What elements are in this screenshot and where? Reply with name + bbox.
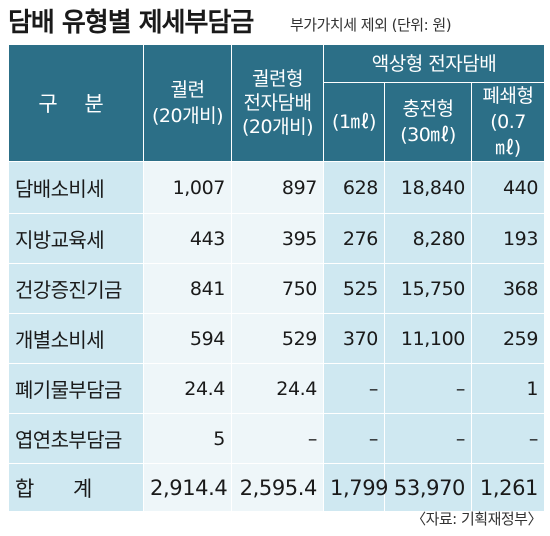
- corner-header: 구 분: [8, 44, 144, 162]
- header-heated-line2: 전자담배: [243, 92, 312, 114]
- cell-disposable: 193: [470, 213, 546, 264]
- cell-heated: 24.4: [231, 363, 324, 414]
- total-liquid-1ml: 1,799: [323, 463, 389, 512]
- cell-liquid-1ml: –: [323, 363, 385, 414]
- cell-heated: 395: [231, 213, 324, 264]
- total-rechargeable: 53,970: [384, 463, 472, 512]
- cell-rechargeable: 18,840: [384, 161, 472, 214]
- total-cigarette: 2,914.4: [143, 463, 232, 512]
- header-disposable-line2: (0.7㎖): [490, 111, 526, 159]
- cell-liquid-1ml: 370: [323, 313, 385, 364]
- cell-heated: 529: [231, 313, 324, 364]
- cell-cigarette: 24.4: [143, 363, 232, 414]
- header-cigarette-line2: (20개비): [152, 105, 223, 127]
- title-bar: 담배 유형별 제세부담금 부가가치세 제외 (단위: 원): [8, 4, 548, 42]
- table-row: 폐기물부담금 24.4 24.4 – – 1: [8, 363, 546, 414]
- row-label: 건강증진기금: [8, 263, 144, 314]
- header-liquid-1ml: (1㎖): [323, 82, 385, 162]
- header-liquid-group: 액상형 전자담배: [322, 44, 546, 83]
- header-row-2: (1㎖) 충전형 (30㎖) 폐쇄형 (0.7㎖): [9, 82, 546, 162]
- total-heated: 2,595.4: [231, 463, 324, 512]
- table-row: 건강증진기금 841 750 525 15,750 368: [8, 263, 546, 314]
- table-row: 엽연초부담금 5 – – – –: [8, 413, 546, 464]
- header-row-1: 구 분 궐련 (20개비) 궐련형 전자담배 (20개비) 액상형 전자담배: [8, 44, 546, 162]
- header-cigarette-line1: 궐련: [170, 79, 205, 101]
- cell-liquid-1ml: –: [323, 413, 385, 464]
- source-note: 〈자료: 기획재정부〉: [411, 510, 542, 528]
- cell-rechargeable: –: [384, 413, 472, 464]
- table-row: 개별소비세 594 529 370 11,100 259: [8, 313, 546, 364]
- total-disposable: 1,261: [470, 463, 546, 512]
- cell-disposable: 440: [470, 161, 546, 214]
- unit-note: 부가가치세 제외 (단위: 원): [290, 16, 452, 34]
- cell-rechargeable: –: [384, 363, 472, 414]
- row-label: 폐기물부담금: [8, 363, 144, 414]
- cell-heated: 750: [231, 263, 324, 314]
- header-heated: 궐련형 전자담배 (20개비): [231, 44, 324, 162]
- row-label: 담배소비세: [8, 161, 144, 214]
- header-disposable: 폐쇄형 (0.7㎖): [470, 82, 546, 162]
- cell-rechargeable: 11,100: [384, 313, 472, 364]
- table-row: 담배소비세 1,007 897 628 18,840 440: [8, 161, 546, 214]
- cell-disposable: 1: [470, 363, 546, 414]
- cell-disposable: 368: [470, 263, 546, 314]
- tax-table: 구 분 궐련 (20개비) 궐련형 전자담배 (20개비) 액상형 전자담배 (…: [8, 44, 546, 512]
- cell-cigarette: 594: [143, 313, 232, 364]
- cell-liquid-1ml: 276: [323, 213, 385, 264]
- header-cigarette: 궐련 (20개비): [143, 44, 232, 162]
- cell-disposable: 259: [470, 313, 546, 364]
- cell-rechargeable: 8,280: [384, 213, 472, 264]
- row-label: 엽연초부담금: [8, 413, 144, 464]
- row-label: 지방교육세: [8, 213, 144, 264]
- header-disposable-line1: 폐쇄형: [482, 85, 534, 107]
- cell-rechargeable: 15,750: [384, 263, 472, 314]
- cell-disposable: –: [470, 413, 546, 464]
- cell-liquid-1ml: 525: [323, 263, 385, 314]
- page-title: 담배 유형별 제세부담금: [8, 8, 254, 38]
- header-rechargeable-line2: (30㎖): [400, 124, 456, 146]
- cell-cigarette: 841: [143, 263, 232, 314]
- cell-cigarette: 443: [143, 213, 232, 264]
- row-label: 개별소비세: [8, 313, 144, 364]
- header-rechargeable-line1: 충전형: [402, 98, 454, 120]
- header-heated-line1: 궐련형: [252, 68, 303, 90]
- cell-heated: 897: [231, 161, 324, 214]
- cell-cigarette: 1,007: [143, 161, 232, 214]
- header-heated-line3: (20개비): [242, 116, 313, 138]
- total-label: 합 계: [8, 463, 144, 512]
- cell-cigarette: 5: [143, 413, 232, 464]
- cell-heated: –: [231, 413, 324, 464]
- cell-liquid-1ml: 628: [323, 161, 385, 214]
- header-rechargeable: 충전형 (30㎖): [384, 82, 472, 162]
- total-row: 합 계 2,914.4 2,595.4 1,799 53,970 1,261: [8, 463, 546, 512]
- table-row: 지방교육세 443 395 276 8,280 193: [8, 213, 546, 264]
